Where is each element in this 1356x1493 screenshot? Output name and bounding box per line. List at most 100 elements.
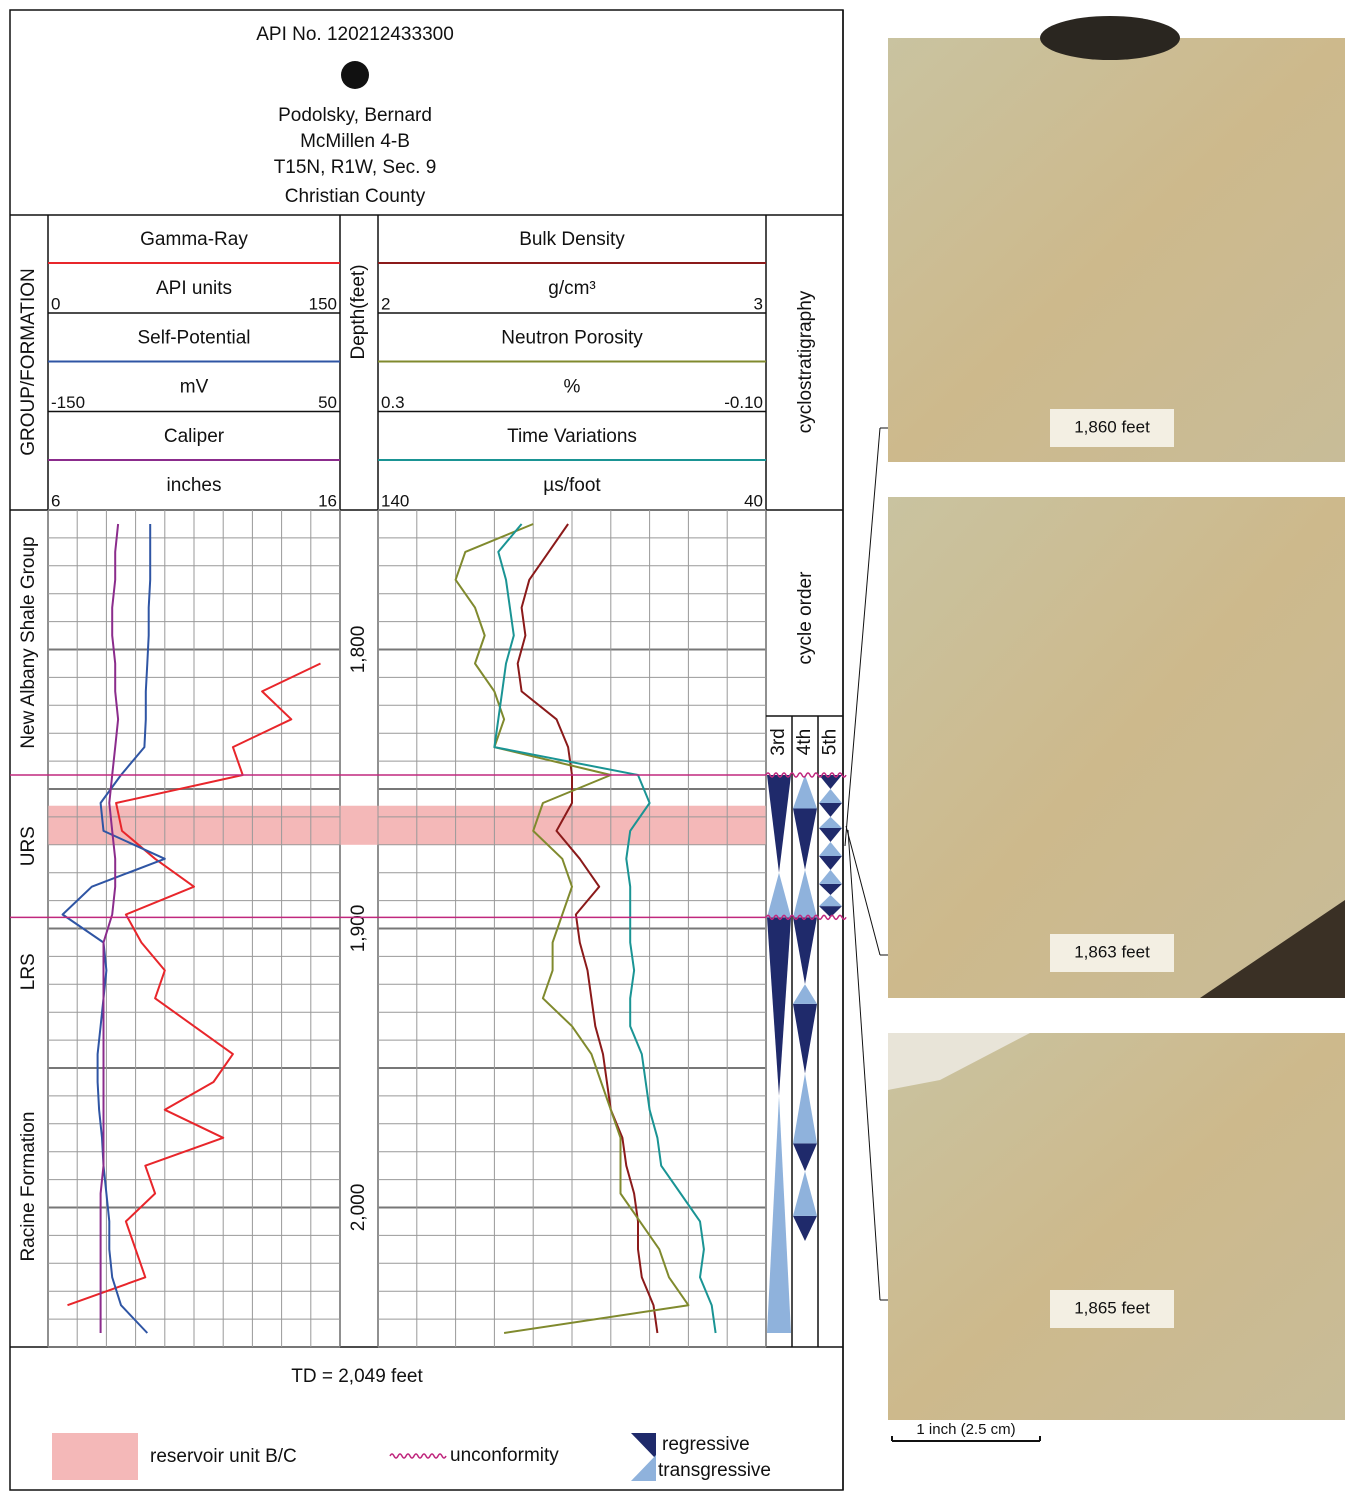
- photo-background: [888, 1033, 1030, 1090]
- regressive-cycle: [819, 906, 842, 918]
- scale-left: -150: [51, 393, 85, 412]
- transgressive-cycle: [793, 1171, 817, 1216]
- formation-label: New Albany Shale Group: [18, 536, 39, 748]
- panel-frame: [9, 9, 844, 1491]
- transgressive-cycle: [793, 775, 817, 809]
- well-symbol: [341, 61, 369, 89]
- transgressive-cycle: [767, 872, 791, 918]
- curve-unit: µs/foot: [543, 475, 601, 496]
- transgressive-cycle: [819, 789, 842, 803]
- regressive-cycle: [793, 1003, 817, 1074]
- transgressive-cycle: [819, 816, 842, 829]
- total-depth: TD = 2,049 feet: [291, 1366, 423, 1387]
- log-curve: [99, 523, 120, 1333]
- legend-label: regressive: [662, 1434, 750, 1455]
- curve-unit: API units: [156, 278, 232, 299]
- regressive-cycle: [793, 808, 817, 870]
- photo-label-box: [1050, 1290, 1174, 1328]
- column-title: cycle order: [795, 571, 816, 665]
- curve-unit: mV: [180, 377, 209, 398]
- photo-label: 1,865 feet: [1074, 1298, 1150, 1317]
- regressive-cycle: [819, 828, 842, 843]
- transgressive-cycle: [793, 1073, 817, 1144]
- core-photo: [888, 38, 1345, 462]
- scale-left: 6: [51, 491, 60, 510]
- connector: [845, 825, 881, 956]
- axis-title: Depth(feet): [348, 264, 369, 359]
- photo-label-box: [1050, 409, 1174, 447]
- reservoir-band: [48, 805, 766, 845]
- api-number: API No. 120212433300: [256, 24, 454, 45]
- core-photo: [888, 497, 1345, 998]
- photo-label-box: [1050, 934, 1174, 972]
- log-curve: [61, 524, 166, 1334]
- transgressive-cycle: [819, 895, 842, 907]
- transgressive-cycle: [793, 869, 817, 918]
- regressive-cycle: [819, 855, 842, 870]
- operator: Podolsky, Bernard: [278, 105, 432, 126]
- legend-regressive: [631, 1433, 656, 1459]
- scale-right: 50: [318, 393, 337, 412]
- regressive-cycle: [819, 775, 842, 789]
- scale-left: 2: [381, 294, 390, 313]
- scale-bar-label: 1 inch (2.5 cm): [916, 1421, 1015, 1438]
- core-photo: [888, 1033, 1345, 1420]
- location: T15N, R1W, Sec. 9: [274, 157, 437, 178]
- transgressive-cycle: [793, 984, 817, 1004]
- regressive-cycle: [767, 775, 791, 873]
- curve-unit: inches: [167, 475, 222, 496]
- scale-left: 0: [51, 294, 60, 313]
- curve-name: Gamma-Ray: [140, 229, 248, 250]
- log-curve: [516, 523, 659, 1334]
- transgressive-cycle: [767, 1095, 791, 1334]
- log-curve: [493, 523, 717, 1334]
- legend-wave: [389, 1453, 447, 1459]
- connector: [847, 829, 881, 1301]
- legend-label: transgressive: [658, 1460, 771, 1481]
- transgressive-cycle: [819, 842, 842, 856]
- photo-label: 1,863 feet: [1074, 942, 1150, 961]
- legend-label: reservoir unit B/C: [150, 1446, 297, 1467]
- formation-label: Racine Formation: [18, 1112, 39, 1262]
- photos: 1 inch (2.5 cm): [844, 16, 1345, 1442]
- county: Christian County: [285, 186, 426, 207]
- legend-transgressive: [631, 1455, 656, 1481]
- curve-name: Self-Potential: [137, 328, 250, 349]
- cycle-order: 4th: [794, 729, 815, 755]
- scale-right: 16: [318, 491, 337, 510]
- unconformity-wave: [765, 914, 847, 921]
- curve-unit: %: [564, 377, 581, 398]
- depth-tick-label: 1,800: [348, 626, 369, 674]
- formation-label: LRS: [18, 953, 39, 990]
- unconformity-wave: [765, 772, 847, 778]
- scale-right: -0.10: [724, 393, 763, 412]
- depth-tick-label: 2,000: [348, 1184, 369, 1232]
- group-title: GROUP/FORMATION: [18, 268, 39, 456]
- scale-right: 40: [744, 491, 763, 510]
- curve-unit: g/cm³: [548, 278, 596, 299]
- regressive-cycle: [819, 802, 842, 817]
- well-name: McMillen 4-B: [300, 131, 410, 152]
- regressive-cycle: [819, 883, 842, 896]
- legend-label: unconformity: [450, 1445, 559, 1466]
- curve-name: Time Variations: [507, 426, 637, 447]
- cycle-order: 5th: [820, 729, 841, 755]
- transgressive-cycle: [819, 869, 842, 884]
- curve-name: Caliper: [164, 426, 225, 447]
- scale-left: 0.3: [381, 393, 405, 412]
- legend-swatch: [52, 1433, 138, 1480]
- photo-label: 1,860 feet: [1074, 417, 1150, 436]
- regressive-cycle: [793, 917, 817, 985]
- scale-right: 3: [754, 294, 763, 313]
- regressive-cycle: [767, 917, 791, 1096]
- photo-shadow: [1200, 900, 1345, 998]
- connector: [844, 427, 881, 847]
- curve-name: Bulk Density: [519, 229, 625, 250]
- formation-label: URS: [18, 826, 39, 866]
- curve-name: Neutron Porosity: [501, 328, 643, 349]
- scale-right: 150: [309, 294, 337, 313]
- log-curve: [454, 523, 690, 1334]
- cycle-order: 3rd: [768, 728, 789, 755]
